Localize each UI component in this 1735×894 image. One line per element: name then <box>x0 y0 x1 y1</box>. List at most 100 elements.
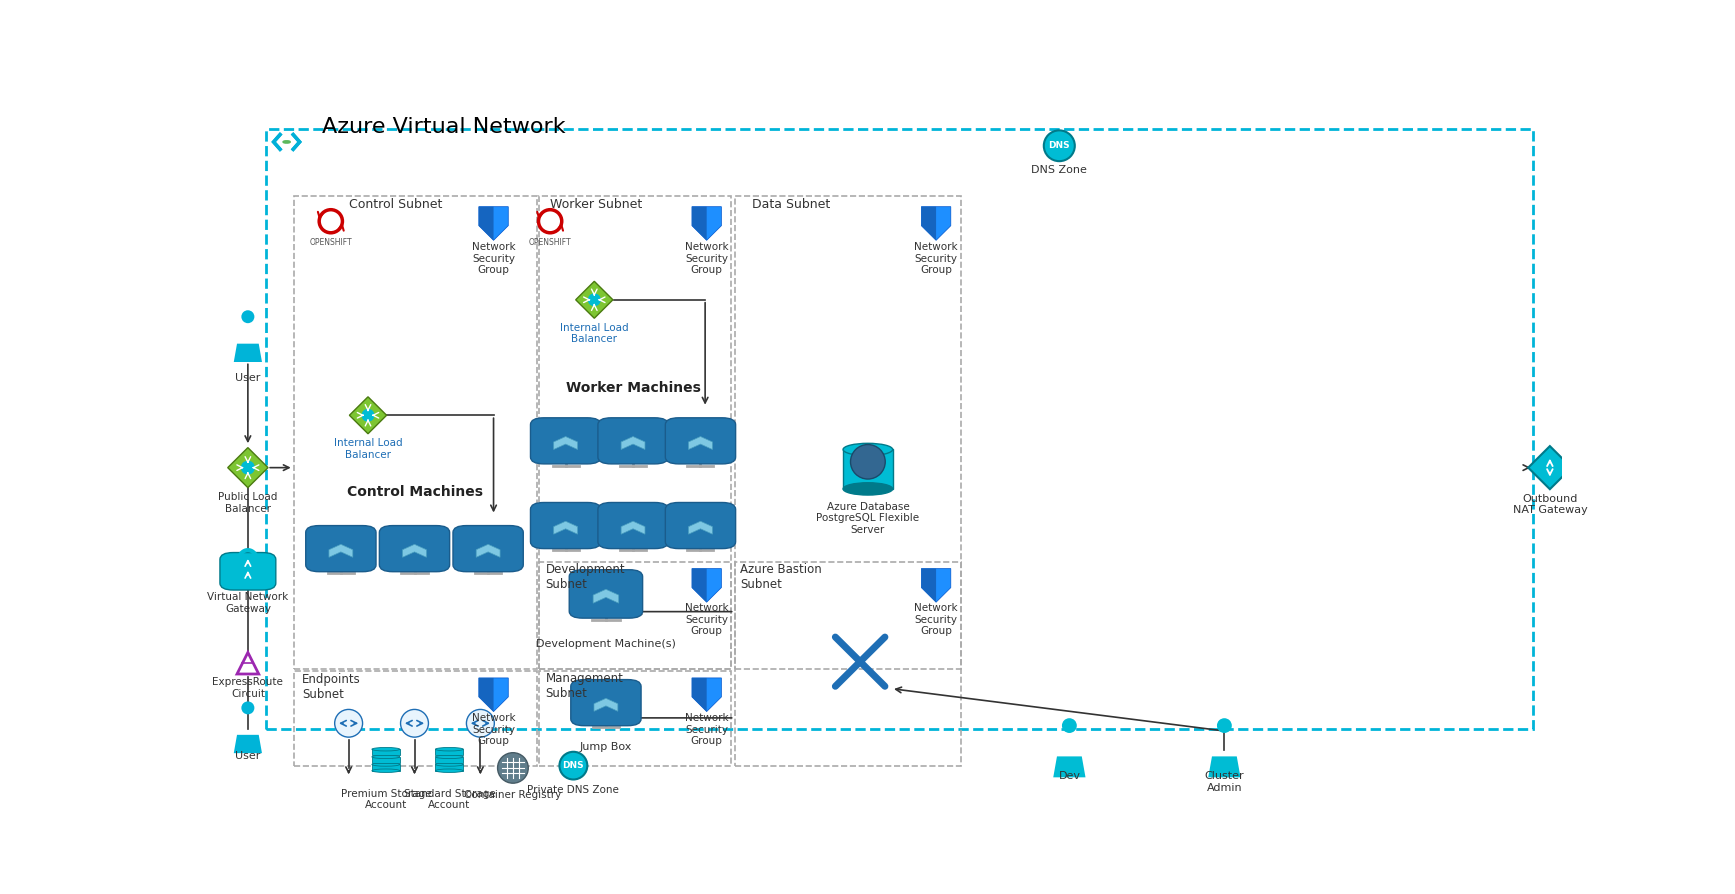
Polygon shape <box>621 521 645 535</box>
Polygon shape <box>921 207 937 240</box>
Polygon shape <box>227 448 267 487</box>
Bar <box>538 561 732 670</box>
Polygon shape <box>330 544 352 557</box>
Ellipse shape <box>241 460 255 475</box>
Text: Development
Subnet: Development Subnet <box>545 563 625 591</box>
Bar <box>293 670 536 765</box>
Bar <box>293 196 536 670</box>
Ellipse shape <box>435 769 463 772</box>
FancyBboxPatch shape <box>665 502 736 549</box>
Ellipse shape <box>1062 718 1077 733</box>
FancyBboxPatch shape <box>571 679 640 726</box>
Text: Control Machines: Control Machines <box>347 485 482 499</box>
Bar <box>265 129 1532 730</box>
Text: ExpressRoute
Circuit: ExpressRoute Circuit <box>212 677 283 699</box>
Polygon shape <box>692 207 722 240</box>
Text: Cluster
Admin: Cluster Admin <box>1204 771 1244 793</box>
Text: Dev: Dev <box>1058 771 1081 781</box>
Ellipse shape <box>498 753 527 783</box>
Text: Private DNS Zone: Private DNS Zone <box>527 785 619 795</box>
FancyBboxPatch shape <box>220 552 276 590</box>
Text: Azure Database
PostgreSQL Flexible
Server: Azure Database PostgreSQL Flexible Serve… <box>815 502 920 535</box>
Text: DNS: DNS <box>1048 141 1070 150</box>
FancyBboxPatch shape <box>665 417 736 464</box>
Text: Azure Virtual Network: Azure Virtual Network <box>321 116 566 137</box>
Polygon shape <box>553 521 578 535</box>
Text: User: User <box>236 751 260 761</box>
Polygon shape <box>234 735 262 753</box>
Ellipse shape <box>435 755 463 759</box>
Text: Outbound
NAT Gateway: Outbound NAT Gateway <box>1513 493 1588 516</box>
Polygon shape <box>692 678 706 712</box>
Text: Worker Machines: Worker Machines <box>566 381 701 394</box>
FancyBboxPatch shape <box>599 417 668 464</box>
Text: Premium Storage
Account: Premium Storage Account <box>340 789 430 810</box>
Polygon shape <box>692 569 722 603</box>
FancyBboxPatch shape <box>380 526 449 571</box>
Circle shape <box>286 141 290 143</box>
Bar <box>371 749 399 755</box>
Polygon shape <box>234 343 262 362</box>
Polygon shape <box>921 207 951 240</box>
Polygon shape <box>593 589 619 603</box>
Ellipse shape <box>545 216 555 226</box>
Bar <box>734 561 961 765</box>
Text: Management
Subnet: Management Subnet <box>545 672 623 701</box>
Polygon shape <box>475 544 500 557</box>
Ellipse shape <box>559 752 588 780</box>
Text: Internal Load
Balancer: Internal Load Balancer <box>333 438 403 460</box>
Bar <box>371 757 399 763</box>
Text: Endpoints
Subnet: Endpoints Subnet <box>302 673 361 701</box>
Bar <box>371 764 399 771</box>
Polygon shape <box>403 544 427 557</box>
Polygon shape <box>921 569 951 603</box>
Text: Container Registry: Container Registry <box>465 789 562 799</box>
Bar <box>538 196 732 670</box>
Text: Network
Security
Group: Network Security Group <box>472 713 515 746</box>
Circle shape <box>283 141 286 143</box>
Polygon shape <box>692 207 706 240</box>
Ellipse shape <box>241 310 255 324</box>
Text: Control Subnet: Control Subnet <box>349 198 442 211</box>
Bar <box>843 450 894 489</box>
FancyBboxPatch shape <box>305 526 376 571</box>
FancyBboxPatch shape <box>599 502 668 549</box>
Text: DNS Zone: DNS Zone <box>1031 165 1088 175</box>
FancyBboxPatch shape <box>569 569 642 618</box>
Ellipse shape <box>401 710 429 738</box>
Polygon shape <box>692 569 706 603</box>
Text: Network
Security
Group: Network Security Group <box>685 603 729 637</box>
Text: Network
Security
Group: Network Security Group <box>914 603 958 637</box>
Text: Standard Storage
Account: Standard Storage Account <box>404 789 494 810</box>
Polygon shape <box>1053 756 1086 778</box>
Ellipse shape <box>843 483 894 495</box>
Circle shape <box>285 141 288 143</box>
Polygon shape <box>576 282 612 318</box>
FancyBboxPatch shape <box>453 526 524 571</box>
FancyBboxPatch shape <box>531 417 600 464</box>
Text: Network
Security
Group: Network Security Group <box>472 242 515 275</box>
Ellipse shape <box>435 763 463 766</box>
Text: Network
Security
Group: Network Security Group <box>685 713 729 746</box>
Ellipse shape <box>371 755 399 759</box>
Polygon shape <box>921 569 937 603</box>
Text: Public Load
Balancer: Public Load Balancer <box>219 493 278 514</box>
Ellipse shape <box>850 444 885 479</box>
Text: Virtual Network
Gateway: Virtual Network Gateway <box>206 593 288 614</box>
Polygon shape <box>479 678 508 712</box>
Bar <box>435 764 463 771</box>
Polygon shape <box>621 436 645 450</box>
Text: Network
Security
Group: Network Security Group <box>914 242 958 275</box>
Ellipse shape <box>241 702 255 714</box>
Text: Internal Load
Balancer: Internal Load Balancer <box>560 323 628 344</box>
Text: OPENSHIFT: OPENSHIFT <box>529 238 571 247</box>
Polygon shape <box>1208 756 1241 778</box>
Bar <box>435 749 463 755</box>
Ellipse shape <box>371 769 399 772</box>
Polygon shape <box>479 207 508 240</box>
Ellipse shape <box>371 747 399 751</box>
Ellipse shape <box>588 293 600 307</box>
Ellipse shape <box>326 216 337 226</box>
Polygon shape <box>349 397 387 434</box>
Text: OPENSHIFT: OPENSHIFT <box>309 238 352 247</box>
